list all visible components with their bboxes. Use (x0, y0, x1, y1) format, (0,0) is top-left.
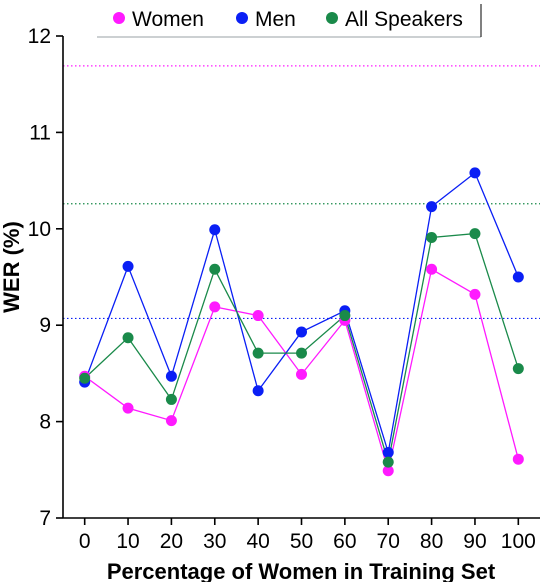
data-point-men (512, 271, 524, 283)
series-line-men (84, 171, 519, 453)
data-point-men (209, 224, 221, 236)
data-point-men (426, 201, 438, 213)
data-point-men (296, 326, 307, 338)
data-point-men (382, 446, 394, 458)
data-point-women (252, 310, 264, 322)
data-point-women (165, 415, 177, 427)
data-point-all-speakers (512, 363, 524, 375)
x-tick-label: 80 (420, 530, 443, 553)
data-point-men (165, 370, 177, 382)
data-point-women (426, 263, 438, 275)
data-point-all-speakers (252, 347, 264, 359)
data-point-all-speakers (165, 393, 177, 405)
x-tick-label: 10 (116, 530, 139, 553)
y-tick-label: 9 (39, 314, 51, 337)
legend-marker-all-speakers (326, 12, 338, 24)
data-point-women (512, 453, 524, 465)
x-tick-label: 70 (377, 530, 400, 553)
y-tick-label: 12 (28, 25, 51, 48)
data-point-all-speakers (339, 310, 351, 322)
y-tick-label: 10 (28, 218, 51, 241)
y-axis-ticks: 7 8 9 10 11 12 (28, 25, 63, 530)
y-axis-title: WER (%) (0, 221, 24, 313)
x-tick-label: 100 (501, 530, 536, 553)
x-tick-label: 50 (290, 530, 313, 553)
legend: Women Men All Speakers (97, 4, 482, 38)
data-point-women (382, 465, 394, 477)
data-point-all-speakers (382, 456, 394, 468)
data-point-women (122, 402, 134, 414)
x-axis-title: Percentage of Women in Training Set (107, 559, 496, 582)
x-tick-label: 20 (160, 530, 183, 553)
x-tick-label: 40 (246, 530, 269, 553)
data-point-all-speakers (209, 263, 221, 275)
y-tick-label: 8 (39, 411, 51, 434)
data-point-women (469, 288, 481, 300)
legend-marker-men (236, 12, 248, 24)
y-tick-label: 11 (29, 121, 51, 144)
data-point-women (296, 368, 307, 380)
data-point-all-speakers (122, 332, 134, 344)
data-point-men (252, 385, 264, 397)
x-tick-label: 30 (203, 530, 226, 553)
data-point-all-speakers (79, 372, 91, 384)
data-point-all-speakers (296, 347, 307, 359)
legend-label-all-speakers: All Speakers (345, 8, 463, 31)
series-layer (79, 167, 524, 477)
x-tick-label: 0 (79, 530, 91, 553)
data-point-men (122, 260, 134, 272)
legend-label-men: Men (255, 8, 296, 31)
legend-label-women: Women (132, 8, 204, 31)
x-tick-label: 60 (333, 530, 356, 553)
data-point-women (209, 301, 221, 313)
reference-lines (63, 65, 540, 320)
legend-marker-women (113, 12, 125, 24)
data-point-all-speakers (426, 231, 438, 243)
x-tick-label: 90 (463, 530, 486, 553)
data-point-all-speakers (469, 228, 481, 240)
y-tick-label: 7 (39, 507, 51, 530)
x-axis-ticks: 0 10 20 30 40 50 60 70 80 90 100 (79, 518, 536, 553)
data-point-men (469, 167, 481, 179)
